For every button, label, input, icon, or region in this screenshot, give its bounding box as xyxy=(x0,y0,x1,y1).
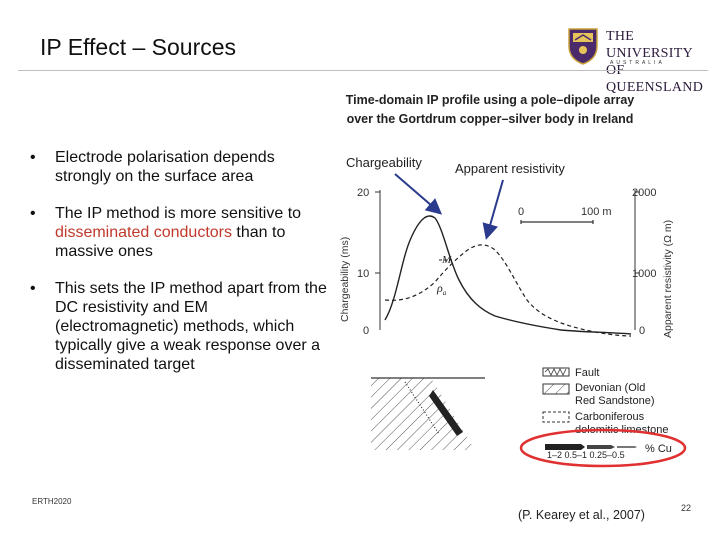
scale-bar xyxy=(520,220,594,224)
legend-fault: Fault xyxy=(575,367,599,379)
cu-grade-label: % Cu xyxy=(645,443,672,455)
chargeability-curve xyxy=(384,215,632,335)
cu-grade-values: 1–2 0.5–1 0.25–0.5 xyxy=(547,450,625,460)
ip-profile-figure: Chargeability Apparent resistivity 20 10… xyxy=(339,155,687,468)
bullet-text: The IP method is more sensitive to xyxy=(55,205,302,222)
logo-line3: AUSTRALIA xyxy=(610,60,665,66)
legend-fault-swatch xyxy=(542,367,570,377)
devonian-block xyxy=(371,378,475,450)
scale-100m: 100 m xyxy=(581,206,612,218)
left-axis-title: Chargeability (ms) xyxy=(339,237,351,322)
right-tick-1000: 1000 xyxy=(632,268,656,280)
legend-devonian-swatch xyxy=(542,383,570,395)
bullet-text: Electrode polarisation depends strongly … xyxy=(55,149,275,185)
bullet-item: • Electrode polarisation depends strongl… xyxy=(28,148,328,186)
bullet-list: • Electrode polarisation depends strongl… xyxy=(28,148,328,392)
right-tick-2000: 2000 xyxy=(632,187,656,199)
highlight-circle xyxy=(519,428,687,468)
left-tick-10: 10 xyxy=(357,268,369,280)
legend-devonian-1: Devonian (Old xyxy=(575,382,645,394)
label-apparent-resistivity: Apparent resistivity xyxy=(455,161,565,176)
bullet-dot-icon: • xyxy=(30,205,36,222)
left-tick-0: 0 xyxy=(363,325,369,337)
course-code: ERTH2020 xyxy=(32,497,72,506)
arrow-chargeability xyxy=(394,173,443,215)
cu-grade-swatches xyxy=(545,444,585,450)
left-tick-20: 20 xyxy=(357,187,369,199)
arrow-resistivity xyxy=(482,179,504,240)
figure-caption: Time-domain IP profile using a pole–dipo… xyxy=(300,91,680,129)
bullet-item: • The IP method is more sensitive to dis… xyxy=(28,204,328,261)
slide-title: IP Effect – Sources xyxy=(40,34,237,60)
right-axis-title: Apparent resistivity (Ω m) xyxy=(662,220,674,338)
logo-line1: THE UNIVERSITY xyxy=(606,29,693,61)
citation: (P. Kearey et al., 2007) xyxy=(518,508,645,522)
bullet-dot-icon: • xyxy=(30,149,36,166)
crest-icon xyxy=(568,28,598,65)
bullet-text: This sets the IP method apart from the D… xyxy=(55,280,327,373)
fault-zone xyxy=(404,381,440,435)
legend-carboniferous-swatch xyxy=(542,411,570,423)
bullet-dot-icon: • xyxy=(30,280,36,297)
legend-devonian-2: Red Sandstone) xyxy=(575,395,655,407)
caption-line1: Time-domain IP profile using a pole–dipo… xyxy=(345,93,635,107)
bullet-text: than to massive ones xyxy=(55,224,286,260)
curve-label-m: M xyxy=(441,254,452,266)
label-chargeability: Chargeability xyxy=(346,155,422,170)
header-divider xyxy=(18,70,708,71)
caption-line2: over the Gortdrum copper–silver body in … xyxy=(346,112,634,126)
legend-carboniferous-1: Carboniferous xyxy=(575,411,645,423)
slide-number: 22 xyxy=(681,503,692,513)
right-tick-0: 0 xyxy=(639,325,645,337)
resistivity-curve xyxy=(384,244,632,337)
university-logo: THE UNIVERSITY OF QUEENSLAND AUSTRALIA xyxy=(566,26,716,95)
orebody xyxy=(429,390,463,436)
scale-zero: 0 xyxy=(518,206,524,218)
bullet-item: • This sets the IP method apart from the… xyxy=(28,279,328,374)
curve-label-rho: ρa xyxy=(436,281,447,297)
highlight-text: disseminated conductors xyxy=(55,224,232,241)
